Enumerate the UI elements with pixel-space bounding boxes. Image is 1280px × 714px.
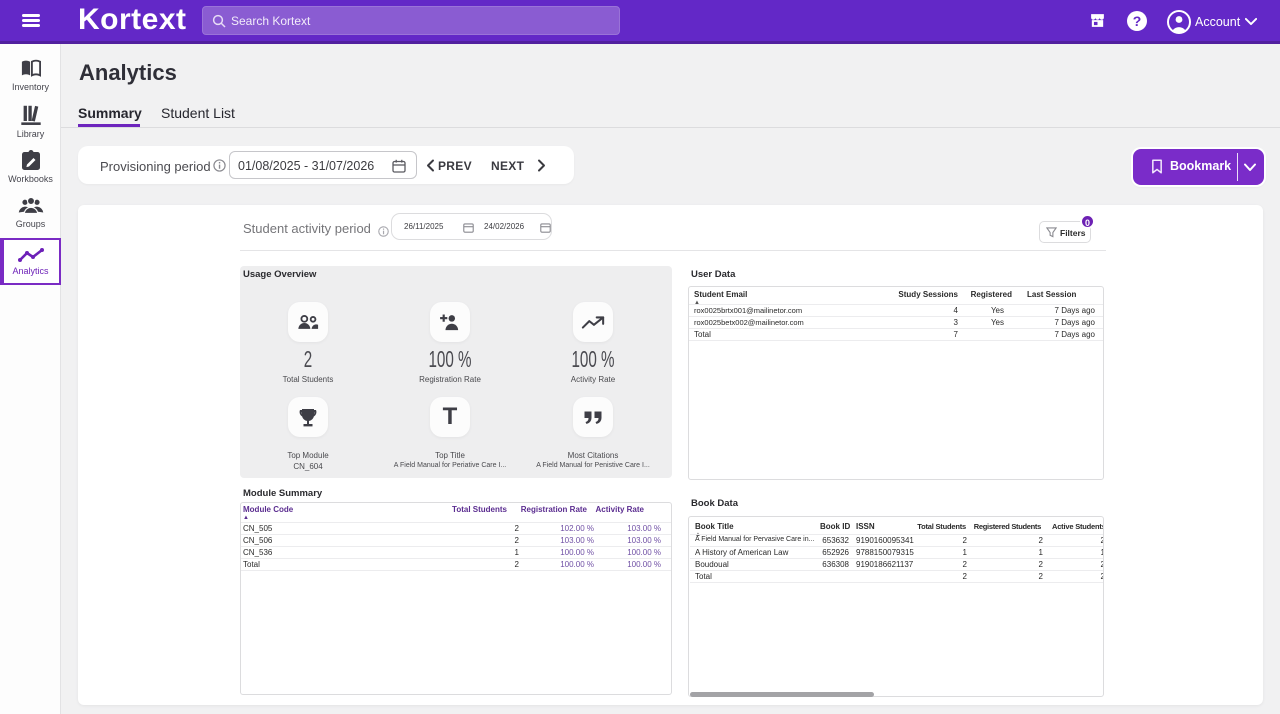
- svg-text:?: ?: [1133, 13, 1142, 29]
